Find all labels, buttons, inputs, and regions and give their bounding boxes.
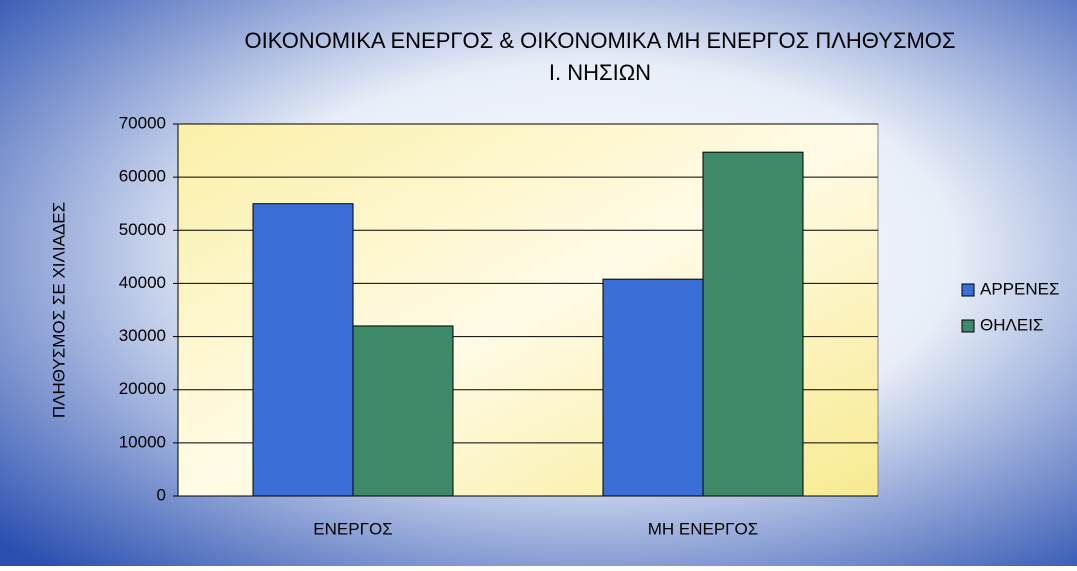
y-tick-label: 30000 <box>119 326 166 345</box>
legend-swatch <box>961 319 975 333</box>
legend-label: ΑΡΡΕΝΕΣ <box>980 279 1059 298</box>
y-tick-label: 40000 <box>119 273 166 292</box>
x-tick-label: ΜΗ ΕΝΕΡΓΟΣ <box>648 519 759 538</box>
bar <box>352 325 454 497</box>
x-tick-label: ΕΝΕΡΓΟΣ <box>313 519 392 538</box>
bar <box>252 203 354 497</box>
y-tick-label: 60000 <box>119 167 166 186</box>
bar <box>702 151 804 497</box>
y-tick-label: 50000 <box>119 220 166 239</box>
bar <box>602 278 704 497</box>
chart-title: Ι. ΝΗΣΙΩΝ <box>549 60 651 85</box>
chart-title: ΟΙΚΟΝΟΜΙΚΑ ΕΝΕΡΓΟΣ & ΟΙΚΟΝΟΜΙΚΑ ΜΗ ΕΝΕΡΓ… <box>244 28 955 53</box>
y-tick-label: 10000 <box>119 432 166 451</box>
y-tick-label: 70000 <box>119 113 166 132</box>
y-tick-label: 20000 <box>119 379 166 398</box>
legend-swatch <box>961 283 975 297</box>
legend-label: ΘΗΛΕΙΣ <box>980 315 1043 334</box>
y-tick-label: 0 <box>157 485 166 504</box>
y-axis-label: ΠΛΗΘΥΣΜΟΣ ΣΕ ΧΙΛΙΑΔΕΣ <box>49 202 68 418</box>
